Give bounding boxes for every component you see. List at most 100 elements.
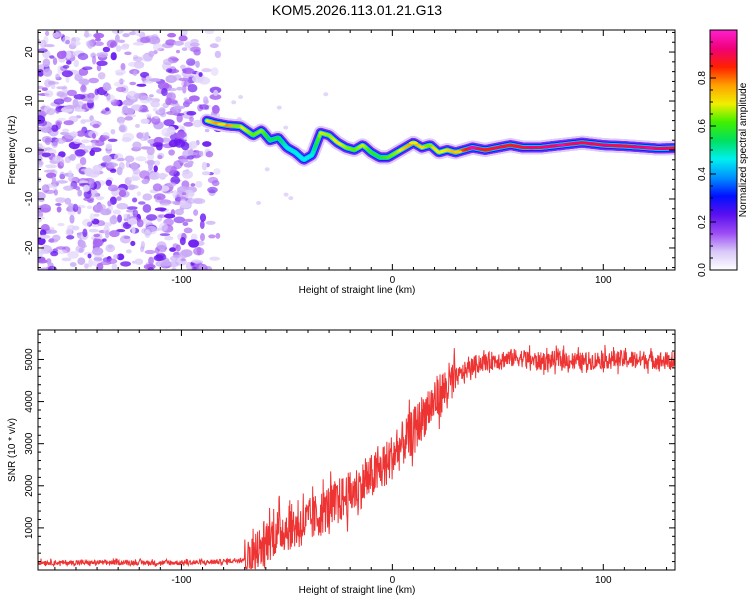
noise-blob xyxy=(136,191,141,197)
noise-blob xyxy=(62,128,69,133)
ridge-peak xyxy=(586,142,596,146)
noise-blob xyxy=(183,121,194,127)
noise-blob xyxy=(56,206,62,213)
noise-blob xyxy=(39,229,47,237)
noise-blob xyxy=(204,30,215,34)
noise-blob xyxy=(93,180,102,190)
noise-blob xyxy=(118,125,126,133)
colorbar-frame xyxy=(709,29,738,271)
noise-blob xyxy=(120,44,130,50)
noise-blob xyxy=(140,36,151,44)
noise-blob xyxy=(167,32,177,38)
noise-blob xyxy=(231,100,237,105)
noise-blob xyxy=(67,210,76,216)
noise-blob xyxy=(115,86,127,93)
noise-blob xyxy=(105,107,110,112)
noise-blob xyxy=(116,196,122,201)
noise-blob xyxy=(166,182,176,187)
snr-frame xyxy=(37,329,676,571)
ridge-peak xyxy=(217,122,226,126)
noise-blob xyxy=(56,50,67,60)
noise-blob xyxy=(184,73,196,77)
noise-blob xyxy=(171,66,176,70)
noise-blob xyxy=(214,50,222,59)
noise-blob xyxy=(63,97,72,103)
noise-blob xyxy=(192,266,197,270)
noise-blob xyxy=(176,86,184,91)
noise-blob xyxy=(168,149,175,156)
noise-blob xyxy=(88,77,99,84)
noise-blob xyxy=(110,41,117,47)
noise-blob xyxy=(38,197,45,203)
noise-blob xyxy=(132,209,139,218)
noise-blob xyxy=(100,110,107,114)
noise-blob xyxy=(140,245,145,253)
noise-blob xyxy=(76,101,84,108)
noise-blob xyxy=(94,140,105,147)
noise-blob xyxy=(161,127,171,137)
noise-blob xyxy=(153,165,158,173)
noise-blob xyxy=(145,225,157,235)
noise-blob xyxy=(122,33,130,38)
noise-blob xyxy=(65,50,72,60)
ridge-layer xyxy=(199,113,675,167)
noise-blob xyxy=(38,155,43,163)
noise-blob xyxy=(55,203,62,206)
noise-blob xyxy=(188,141,198,149)
noise-blob xyxy=(91,140,97,148)
noise-blob xyxy=(92,164,103,172)
noise-blob xyxy=(92,123,100,129)
noise-blob xyxy=(186,58,196,66)
noise-blob xyxy=(152,43,163,51)
noise-blob xyxy=(63,120,74,126)
noise-blob xyxy=(77,257,86,266)
noise-blob xyxy=(154,207,167,212)
noise-blob xyxy=(80,119,92,123)
x-tick-label: 100 xyxy=(595,575,612,586)
noise-blob xyxy=(182,192,187,196)
noise-blob xyxy=(130,162,139,171)
noise-blob xyxy=(178,35,188,42)
y-tick-label: 20 xyxy=(24,46,35,58)
noise-blob xyxy=(107,138,118,142)
noise-blob xyxy=(64,197,72,205)
noise-blob xyxy=(45,164,57,169)
noise-blob xyxy=(184,218,194,223)
noise-blob xyxy=(66,60,72,65)
noise-blob xyxy=(46,229,58,234)
colorbar-label: Normalized spectral amplitude xyxy=(738,82,749,217)
noise-blob xyxy=(173,40,184,46)
noise-blob xyxy=(52,155,63,162)
noise-blob xyxy=(132,141,142,150)
noise-blob xyxy=(51,141,58,149)
noise-blob xyxy=(130,240,136,247)
noise-blob xyxy=(64,156,72,164)
noise-blob xyxy=(184,41,193,49)
noise-blob xyxy=(105,229,110,239)
noise-blob xyxy=(69,153,76,161)
noise-blob xyxy=(133,93,143,99)
y-tick-label: 5000 xyxy=(24,348,35,371)
noise-blob xyxy=(40,267,48,270)
noise-blob xyxy=(45,30,50,36)
noise-blob xyxy=(57,117,66,122)
noise-blob xyxy=(96,52,109,58)
noise-blob xyxy=(195,180,203,188)
noise-blob xyxy=(162,58,174,66)
noise-blob xyxy=(86,205,93,210)
noise-blob xyxy=(79,244,87,249)
noise-blob xyxy=(82,228,88,238)
noise-blob xyxy=(199,213,207,222)
noise-blob xyxy=(146,113,152,118)
noise-blob xyxy=(204,128,210,133)
noise-blob xyxy=(183,227,193,234)
noise-blob xyxy=(46,108,56,116)
noise-blob xyxy=(323,92,329,97)
noise-blob xyxy=(183,97,188,101)
noise-blob xyxy=(109,230,120,238)
noise-blob xyxy=(116,116,126,124)
noise-blob xyxy=(122,99,134,106)
noise-blob xyxy=(124,116,133,121)
noise-blob xyxy=(67,251,79,259)
noise-blob xyxy=(80,84,87,93)
